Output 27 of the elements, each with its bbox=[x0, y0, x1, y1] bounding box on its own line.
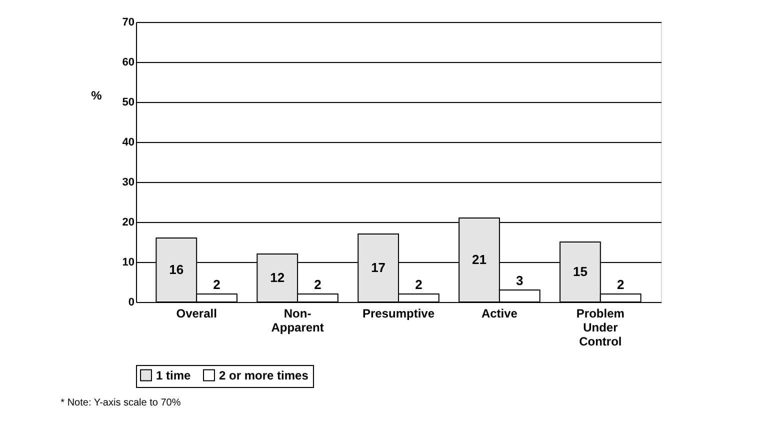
data-label: 2 bbox=[617, 277, 624, 292]
y-tick-label: 0 bbox=[128, 296, 134, 308]
x-tick-label: Active bbox=[481, 306, 518, 320]
y-tick-label: 50 bbox=[122, 96, 134, 108]
y-tick-label: 10 bbox=[122, 256, 134, 268]
legend-label: 2 or more times bbox=[219, 368, 309, 382]
data-label: 3 bbox=[516, 273, 524, 288]
y-tick-label: 30 bbox=[122, 176, 134, 188]
y-tick-label: 70 bbox=[122, 16, 134, 28]
x-tick-label: Problem Under Control bbox=[576, 306, 624, 348]
data-label: 2 bbox=[314, 277, 322, 292]
x-tick-label: Non-Apparent bbox=[271, 306, 324, 334]
data-label: 12 bbox=[270, 270, 285, 285]
x-tick-label: Overall bbox=[176, 306, 217, 320]
data-label: 2 bbox=[213, 277, 220, 292]
y-axis-title: % bbox=[91, 88, 102, 102]
y-tick-label: 40 bbox=[122, 136, 134, 148]
y-tick-label: 60 bbox=[122, 56, 134, 68]
data-label: 17 bbox=[371, 260, 386, 275]
data-label: 2 bbox=[415, 277, 422, 292]
data-label: 16 bbox=[169, 262, 184, 277]
legend-label: 1 time bbox=[156, 368, 192, 382]
data-label: 21 bbox=[472, 252, 487, 267]
y-tick-label: 20 bbox=[122, 216, 134, 228]
x-tick-label: Presumptive bbox=[362, 306, 435, 320]
text: * Note: Y-axis scale to 70% bbox=[60, 398, 181, 408]
data-label: 15 bbox=[572, 264, 588, 279]
